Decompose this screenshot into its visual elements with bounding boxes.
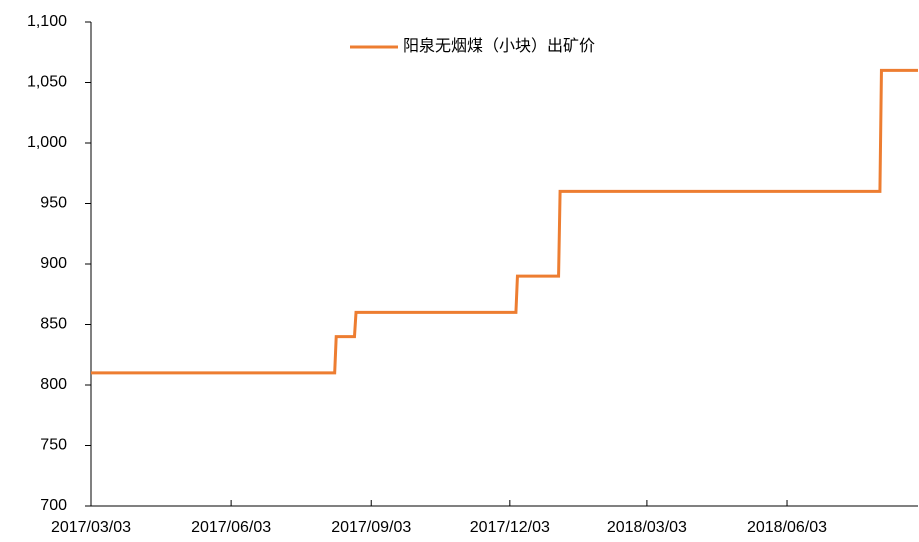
y-tick-label: 950 [40, 195, 67, 212]
x-tick-label: 2017/09/03 [331, 519, 411, 536]
y-tick-label: 750 [40, 437, 67, 454]
x-tick-label: 2017/12/03 [470, 519, 550, 536]
y-tick-label: 900 [40, 255, 67, 272]
y-tick-label: 700 [40, 497, 67, 514]
x-tick-label: 2018/06/03 [747, 519, 827, 536]
legend-label: 阳泉无烟煤（小块）出矿价 [403, 37, 595, 55]
x-tick-label: 2018/03/03 [607, 519, 687, 536]
line-series [91, 68, 918, 375]
x-tick-label: 2017/03/03 [51, 519, 131, 536]
y-tick-label: 850 [40, 316, 67, 333]
x-tick-label: 2017/06/03 [191, 519, 271, 536]
y-tick-label: 1,050 [27, 74, 67, 91]
y-tick-label: 1,000 [27, 134, 67, 151]
y-tick-label: 1,100 [27, 13, 67, 30]
y-tick-label: 800 [40, 376, 67, 393]
